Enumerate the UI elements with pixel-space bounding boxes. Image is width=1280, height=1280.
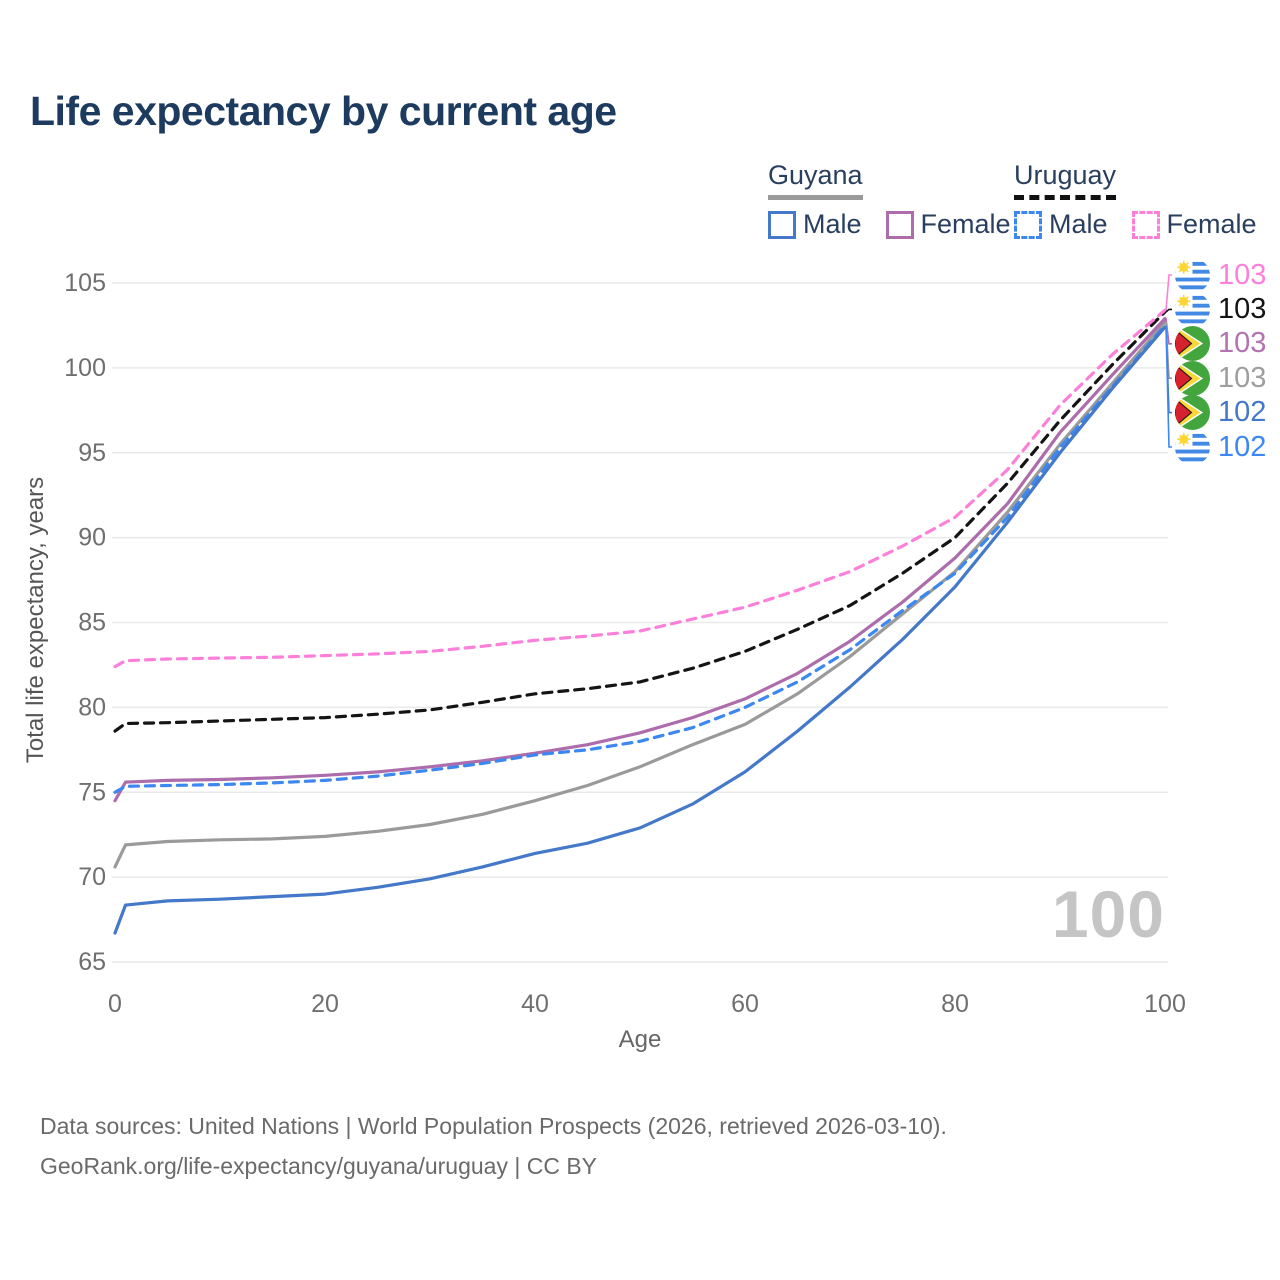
legend-group-guyana: Guyana Male Female — [768, 160, 1035, 240]
series-line-uruguay_male — [113, 323, 1167, 794]
end-label-leader-line — [1165, 308, 1172, 313]
guyana-male-swatch-icon — [768, 210, 796, 239]
series-line-guyana_male — [113, 325, 1167, 935]
uruguay-flag-icon — [1175, 257, 1210, 293]
end-label-guyana_female: 103 — [1175, 326, 1267, 362]
x-axis-title: Age — [618, 1026, 662, 1053]
x-tick-label: 80 — [941, 990, 969, 1018]
end-label-value: 103 — [1218, 361, 1267, 394]
legend-uruguay-header[interactable]: Uruguay — [1014, 160, 1117, 200]
legend-item-label: Male — [1049, 209, 1108, 239]
legend-item-label: Female — [920, 209, 1011, 239]
y-tick-label: 95 — [78, 439, 106, 467]
end-label-value: 103 — [1218, 327, 1267, 360]
end-label-leader-line — [1165, 274, 1172, 311]
legend-item-label: Male — [803, 209, 862, 239]
y-tick-label: 80 — [78, 693, 106, 721]
legend-item-uruguay-female[interactable]: Female — [1131, 209, 1257, 240]
legend-item-label: Female — [1166, 209, 1257, 239]
guyana-female-swatch-icon — [885, 210, 914, 239]
end-label-uruguay_male: 102 — [1175, 429, 1267, 465]
y-tick-label: 65 — [78, 948, 106, 976]
end-label-value: 103 — [1218, 258, 1267, 291]
legend-item-guyana-male[interactable]: Male — [768, 209, 862, 240]
guyana-flag-icon — [1175, 326, 1210, 362]
age-watermark: 100 — [1051, 877, 1165, 951]
legend-item-uruguay-male[interactable]: Male — [1014, 209, 1108, 240]
end-label-value: 102 — [1218, 430, 1267, 463]
guyana-flag-icon — [1175, 360, 1210, 396]
footer: Data sources: United Nations | World Pop… — [40, 1106, 947, 1186]
y-tick-label: 85 — [78, 609, 106, 637]
uruguay-flag-icon — [1175, 291, 1210, 327]
x-tick-label: 60 — [731, 990, 759, 1018]
uruguay-male-swatch-icon — [1014, 210, 1042, 239]
y-tick-label: 70 — [78, 863, 106, 891]
x-tick-label: 100 — [1144, 990, 1186, 1018]
x-tick-label: 0 — [108, 990, 122, 1018]
y-axis-title: Total life expectancy, years — [22, 476, 50, 764]
series-line-guyana_female — [113, 317, 1167, 803]
legend-item-guyana-female[interactable]: Female — [885, 209, 1011, 240]
data-sources-line: Data sources: United Nations | World Pop… — [40, 1113, 947, 1139]
series-line-uruguay_female — [113, 308, 1167, 669]
y-tick-label: 100 — [64, 354, 106, 382]
end-label-guyana_total: 103 — [1175, 360, 1267, 396]
y-axis-title-box: Total life expectancy, years — [14, 440, 58, 800]
end-label-leader-line — [1165, 325, 1172, 448]
uruguay-female-swatch-icon — [1131, 210, 1160, 239]
y-tick-label: 90 — [78, 524, 106, 552]
attribution-line: GeoRank.org/life-expectancy/guyana/urugu… — [40, 1153, 597, 1179]
series-line-uruguay_total — [113, 310, 1167, 733]
y-tick-label: 75 — [78, 778, 106, 806]
x-tick-label: 20 — [311, 990, 339, 1018]
legend-guyana-header[interactable]: Guyana — [768, 160, 863, 200]
uruguay-flag-icon — [1175, 429, 1210, 465]
end-label-value: 102 — [1218, 396, 1267, 429]
y-tick-label: 105 — [64, 269, 106, 297]
end-label-uruguay_female: 103 — [1175, 257, 1267, 293]
x-tick-label: 40 — [521, 990, 549, 1018]
end-label-value: 103 — [1218, 292, 1267, 325]
end-label-guyana_male: 102 — [1175, 395, 1267, 431]
guyana-flag-icon — [1175, 395, 1210, 431]
end-label-uruguay_total: 103 — [1175, 291, 1267, 327]
legend-group-uruguay: Uruguay Male Female — [1014, 160, 1280, 240]
series-line-guyana_total — [113, 320, 1167, 869]
page-title: Life expectancy by current age — [30, 88, 617, 134]
